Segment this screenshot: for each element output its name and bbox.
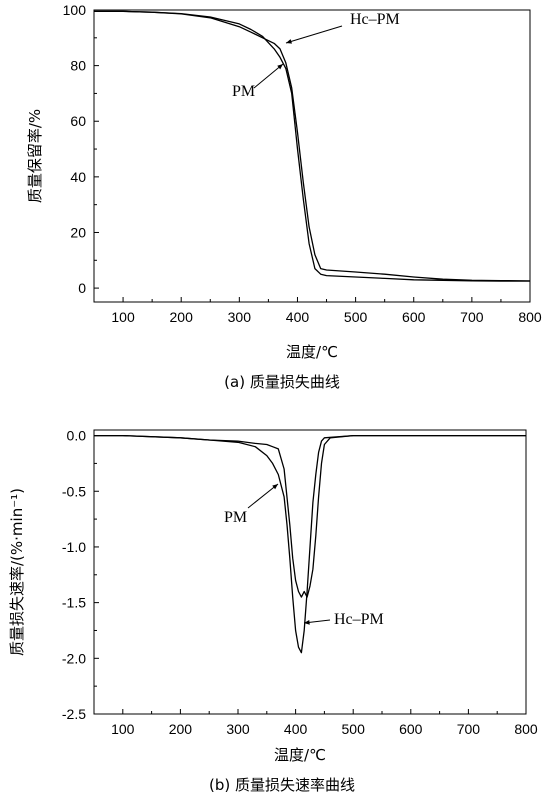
chart-a-annotation-arrow — [253, 63, 284, 89]
chart-a-xtick-label: 400 — [286, 309, 310, 325]
chart-a-frame — [93, 9, 531, 303]
chart-b-xtick-label: 700 — [457, 721, 481, 737]
chart-a-xtick-label: 300 — [228, 309, 252, 325]
chart-a-xlabel: 温度/℃ — [286, 343, 338, 361]
chart-b-annotation-pm: PM — [224, 509, 247, 526]
chart-a-ytick-label: 60 — [70, 113, 86, 129]
chart-a-xtick-label: 100 — [111, 309, 135, 325]
chart-b-ytick-label: 0.0 — [67, 428, 87, 444]
chart-b-xtick-label: 800 — [514, 721, 538, 737]
chart-a-xtick-label: 500 — [344, 309, 368, 325]
chart-a: 100 200 300 400 500 600 700 800 0 20 40 60 80 100 Hc–… — [26, 2, 542, 391]
chart-b-xtick-label: 200 — [169, 721, 193, 737]
chart-a-xtick-label: 800 — [518, 309, 542, 325]
chart-a-xtick-label: 700 — [460, 309, 484, 325]
chart-b-ytick-label: -2.0 — [62, 650, 86, 666]
chart-a-annotation-arrowhead — [286, 39, 292, 44]
chart-b-annotations: PM Hc–PM — [224, 483, 384, 628]
chart-b-ytick-label: -1.0 — [62, 539, 86, 555]
chart-b-ylabel: 质量损失速率/(%·min⁻¹) — [8, 488, 26, 656]
chart-a-xtick-label: 200 — [170, 309, 194, 325]
chart-b: 100 200 300 400 500 600 700 800 0.0 -0.5 -1.0 -1.5 -… — [8, 428, 538, 794]
chart-b-xtick-label: 400 — [284, 721, 308, 737]
chart-a-xtick-label: 600 — [402, 309, 426, 325]
chart-b-frame — [93, 429, 527, 715]
chart-b-xtick-label: 500 — [342, 721, 366, 737]
chart-a-ytick-label: 80 — [70, 58, 86, 74]
chart-a-ytick-label: 0 — [78, 280, 86, 296]
chart-a-annotation-hc-pm: Hc–PM — [350, 11, 400, 28]
chart-b-caption: (b) 质量损失速率曲线 — [209, 776, 355, 794]
chart-b-ytick-label: -1.5 — [62, 595, 86, 611]
chart-a-ytick-label: 20 — [70, 224, 86, 240]
chart-b-annotation-arrowhead — [272, 484, 278, 490]
chart-b-ytick-label: -2.5 — [62, 706, 86, 722]
chart-a-ylabel: 质量保留率/% — [26, 109, 44, 203]
chart-a-annotations: Hc–PM PM — [232, 11, 400, 100]
chart-b-lines — [94, 434, 526, 654]
chart-b-series-hc-pm-line — [94, 434, 526, 598]
chart-a-annotation-arrow — [285, 25, 343, 44]
chart-a-annotation-pm: PM — [232, 83, 255, 100]
chart-b-xlabel: 温度/℃ — [274, 746, 326, 764]
chart-a-series-pm-line — [94, 10, 530, 282]
chart-a-series-hc-pm-line — [94, 10, 531, 282]
chart-b-annotation-hc-pm: Hc–PM — [334, 611, 384, 628]
chart-b-xtick-label: 300 — [226, 721, 250, 737]
chart-a-ytick-label: 100 — [63, 2, 87, 18]
chart-b-ytick-label: -0.5 — [62, 483, 86, 499]
chart-b-ticks: 100 200 300 400 500 600 700 800 0.0 -0.5 -1.0 -1.5 -… — [62, 428, 538, 737]
chart-a-ticks: 100 200 300 400 500 600 700 800 0 20 40 60 80 100 — [63, 2, 542, 325]
chart-b-annotation-arrowhead — [304, 620, 310, 625]
chart-b-xtick-label: 600 — [399, 721, 423, 737]
chart-a-caption: (a) 质量损失曲线 — [224, 373, 340, 391]
chart-a-lines — [94, 10, 531, 282]
chart-b-annotation-arrow — [247, 483, 279, 509]
chart-a-ytick-label: 40 — [70, 169, 86, 185]
chart-a-annotation-arrowhead — [277, 64, 283, 70]
chart-b-series-pm-line — [94, 434, 526, 654]
chart-b-xtick-label: 100 — [111, 721, 135, 737]
